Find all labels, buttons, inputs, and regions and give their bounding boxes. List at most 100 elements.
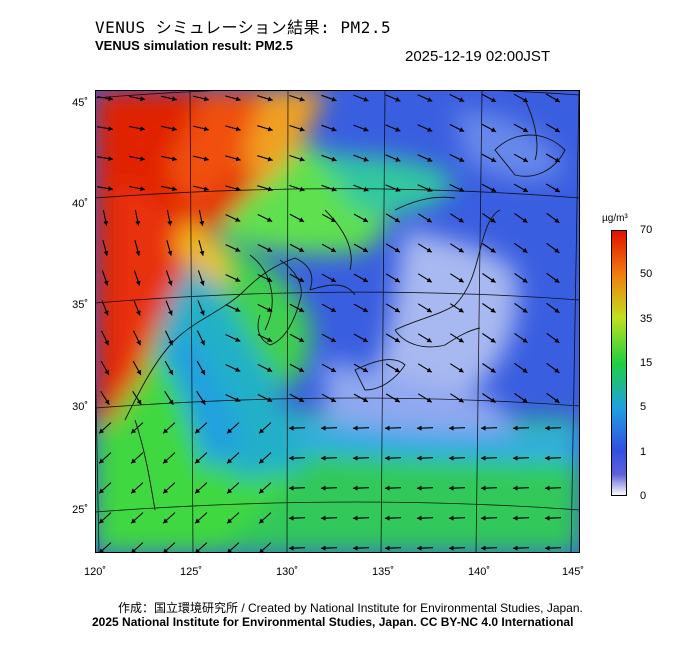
wind-vector-head <box>203 96 209 102</box>
wind-vector-head <box>235 397 241 402</box>
wind-vector-head <box>163 458 169 464</box>
wind-vector-head <box>427 157 433 162</box>
wind-vector-head <box>513 455 518 461</box>
wind-vector-head <box>490 217 496 223</box>
wind-vector-head <box>136 399 142 405</box>
wind-vector-head <box>321 425 326 431</box>
wind-vector-head <box>362 337 368 342</box>
wind-vector-head <box>353 425 358 431</box>
wind-vector-head <box>235 96 241 102</box>
wind-vector-head <box>104 399 110 405</box>
wind-vector-head <box>108 96 113 101</box>
wind-vector-head <box>458 337 464 343</box>
wind-vector-head <box>171 96 177 102</box>
title-english: VENUS simulation result: PM2.5 <box>95 38 293 53</box>
wind-vector-head <box>103 250 109 256</box>
wind-vector-head <box>131 458 137 464</box>
wind-vector-head <box>491 157 497 162</box>
wind-vector-head <box>481 425 486 431</box>
wind-vector-head <box>267 247 273 252</box>
wind-vector-head <box>163 548 169 553</box>
wind-vector-head <box>299 96 305 102</box>
wind-vector-head <box>330 367 336 372</box>
wind-vector-head <box>227 428 233 434</box>
wind-vector-head <box>395 187 401 192</box>
wind-vector-head <box>200 340 205 346</box>
wind-vector-head <box>199 280 205 286</box>
wind-vector-head <box>259 458 265 464</box>
wind-vector-head <box>235 277 241 282</box>
wind-vector-head <box>522 157 528 162</box>
lat-label-35: 35˚ <box>72 299 88 311</box>
wind-vector-head <box>289 485 294 491</box>
wind-vector-head <box>362 277 368 282</box>
wind-vector-head <box>481 515 486 521</box>
wind-vector-head <box>362 217 368 222</box>
wind-vector-head <box>136 340 141 346</box>
lat-label-45: 45˚ <box>72 97 88 109</box>
wind-vector-head <box>490 307 496 313</box>
wind-vector-head <box>554 278 560 283</box>
wind-vector-head <box>449 485 454 491</box>
lon-label-140: 140˚ <box>467 566 491 578</box>
wind-vector-head <box>545 455 550 461</box>
wind-vector-head <box>459 97 465 102</box>
wind-vector-head <box>199 250 205 256</box>
wind-vector-head <box>449 545 454 551</box>
wind-vector-head <box>459 187 465 192</box>
lon-label-135: 135˚ <box>371 566 395 578</box>
wind-vector-head <box>331 126 337 132</box>
wind-vector-head <box>522 398 528 403</box>
wind-vector-head <box>362 307 368 312</box>
wind-vector-head <box>227 488 233 494</box>
wind-vector-head <box>458 307 464 313</box>
map-frame <box>95 90 580 553</box>
wind-vector-head <box>331 186 337 192</box>
wind-vector-head <box>299 186 305 192</box>
colorbar <box>611 230 627 496</box>
wind-vector-head <box>330 277 336 282</box>
wind-vector-head <box>289 425 294 431</box>
wind-vector-head <box>522 97 528 102</box>
title-japanese: VENUS シミュレーション結果: PM2.5 <box>95 18 392 37</box>
wind-vector-head <box>267 217 273 222</box>
wind-vector-head <box>195 488 201 494</box>
license-line: 2025 National Institute for Environmenta… <box>92 615 574 629</box>
wind-vector-head <box>395 127 401 132</box>
wind-vector-head <box>385 455 390 461</box>
wind-vector-head <box>554 127 560 132</box>
wind-vector-head <box>330 247 336 252</box>
wind-vector-head <box>168 399 174 405</box>
wind-vector-head <box>394 277 400 283</box>
wind-vector-head <box>394 337 400 343</box>
wind-vector-head <box>395 157 401 162</box>
wind-vector-head <box>385 485 390 491</box>
wind-vector-head <box>289 515 294 521</box>
wind-vector-head <box>108 186 113 191</box>
wind-vector-head <box>330 217 336 222</box>
wind-vector-head <box>426 307 432 313</box>
wind-vector-head <box>394 307 400 313</box>
graticule <box>95 90 580 553</box>
wind-vector-head <box>522 278 528 283</box>
wind-vector-head <box>522 218 528 223</box>
wind-vector-head <box>490 247 496 253</box>
wind-vector-head <box>522 187 528 192</box>
wind-vector-head <box>136 310 141 316</box>
wind-vector-head <box>171 126 177 132</box>
colorbar-tick-15: 15 <box>640 357 653 369</box>
wind-vector-head <box>417 425 422 431</box>
coastlines <box>124 99 566 511</box>
wind-vector-head <box>235 217 241 222</box>
wind-vector-head <box>554 187 560 192</box>
wind-vector-head <box>522 338 528 343</box>
wind-vector-head <box>195 548 201 553</box>
wind-vector-head <box>458 277 464 283</box>
wind-vector-head <box>299 217 305 222</box>
colorbar-tick-50: 50 <box>640 268 653 280</box>
wind-vector-head <box>267 186 273 192</box>
wind-vector-head <box>195 518 201 524</box>
wind-vector-head <box>235 337 241 342</box>
wind-vector-head <box>417 485 422 491</box>
colorbar-tick-5: 5 <box>640 401 647 413</box>
